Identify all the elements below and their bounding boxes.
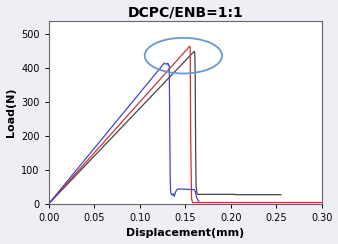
X-axis label: Displacement(mm): Displacement(mm) — [126, 228, 244, 238]
Y-axis label: Load(N): Load(N) — [5, 88, 16, 137]
Title: DCPC/ENB=1:1: DCPC/ENB=1:1 — [127, 6, 243, 20]
